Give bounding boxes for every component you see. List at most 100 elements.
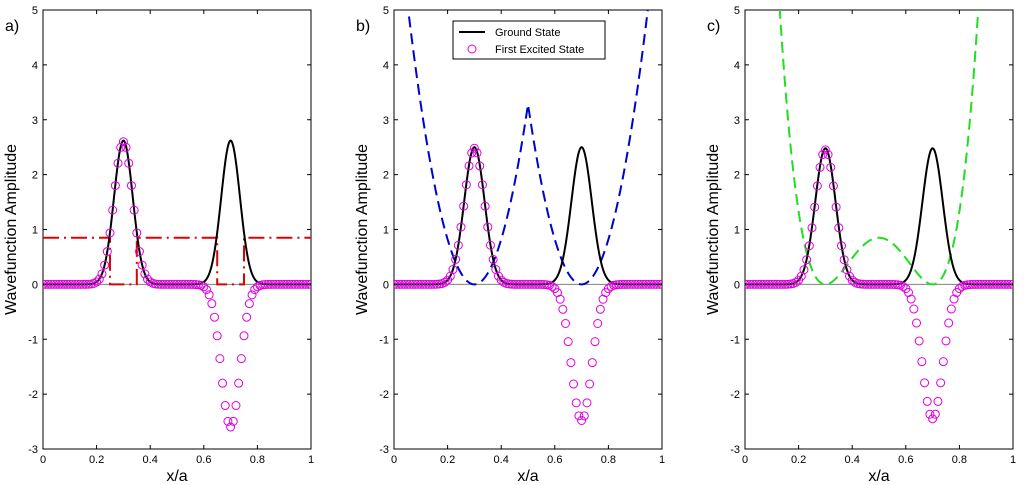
excited-state-marker	[92, 277, 102, 287]
ground-state-curve	[394, 146, 662, 286]
excited-state-marker	[585, 379, 595, 389]
legend: Ground State First Excited State	[452, 20, 606, 60]
y-tick-label: -2	[28, 389, 38, 401]
excited-state-marker	[1008, 279, 1013, 289]
excited-state-marker	[831, 202, 841, 212]
excited-state-marker	[456, 222, 466, 232]
y-tick-label: -1	[28, 334, 38, 346]
y-tick-label: 2	[383, 170, 389, 182]
plot-area	[745, 10, 1013, 424]
excited-state-marker	[802, 255, 812, 265]
excited-state-marker	[903, 288, 913, 298]
excited-state-marker	[118, 137, 128, 147]
excited-state-marker	[1005, 279, 1013, 289]
excited-state-marker	[807, 223, 817, 233]
excited-state-marker	[220, 401, 230, 411]
excited-state-marker	[464, 161, 474, 171]
x-tick-label: 0.8	[250, 454, 265, 466]
excited-state-marker	[105, 228, 115, 238]
excited-state-marker	[210, 312, 220, 322]
y-tick-label: 4	[383, 60, 389, 72]
x-tick-label: 0	[391, 454, 397, 466]
y-tick-label: 4	[734, 60, 740, 72]
panel-label: b)	[356, 18, 370, 35]
excited-state-marker	[459, 201, 469, 211]
excited-state-marker	[587, 358, 597, 368]
excited-state-marker	[100, 260, 110, 270]
potential-curve	[407, 10, 649, 286]
axes-frame	[42, 9, 312, 450]
excited-state-marker	[839, 255, 849, 265]
excited-state-marker	[134, 247, 144, 257]
excited-state-marker	[898, 281, 908, 291]
excited-state-marker	[555, 294, 565, 304]
excited-state-marker	[912, 318, 922, 328]
excited-state-marker	[906, 294, 916, 304]
x-tick-label: 0.2	[89, 454, 104, 466]
excited-state-marker	[201, 285, 211, 295]
excited-state-marker	[930, 409, 940, 419]
excited-state-marker	[132, 228, 142, 238]
axes-frame	[393, 9, 663, 450]
excited-state-marker	[448, 265, 458, 275]
legend-excited-marker	[467, 44, 477, 54]
excited-state-marker	[306, 279, 311, 289]
x-tick-label: 0.4	[845, 454, 860, 466]
panel-label: a)	[5, 18, 19, 35]
y-axis-label: Wavefunction Amplitude	[3, 144, 20, 315]
ground-state-curve	[745, 147, 1013, 286]
excited-state-marker	[791, 277, 801, 287]
plot-area	[394, 10, 662, 425]
excited-state-marker	[124, 158, 134, 168]
excited-state-marker	[558, 304, 568, 314]
excited-state-marker	[579, 411, 589, 421]
excited-state-marker	[590, 337, 600, 347]
excited-state-marker	[472, 148, 482, 158]
excited-state-marker	[223, 416, 233, 426]
y-tick-label: -3	[730, 444, 740, 456]
excited-state-marker	[652, 279, 662, 289]
excited-state-marker	[917, 357, 927, 367]
excited-state-marker	[234, 378, 244, 388]
excited-state-marker	[933, 396, 943, 406]
panel-label: c)	[707, 18, 720, 35]
excited-state-marker	[796, 271, 806, 281]
excited-state-marker	[191, 280, 201, 290]
excited-state-marker	[914, 336, 924, 346]
excited-state-marker	[842, 265, 852, 275]
excited-state-marker	[815, 162, 825, 172]
x-tick-label: 0.4	[143, 454, 158, 466]
excited-state-marker	[582, 398, 592, 408]
excited-state-marker	[113, 158, 123, 168]
y-tick-label: 3	[383, 115, 389, 127]
excited-state-marker	[577, 415, 587, 425]
excited-state-marker	[1003, 279, 1013, 289]
excited-state-marker	[928, 414, 938, 424]
x-tick-label: 0.2	[440, 454, 455, 466]
excited-state-marker	[488, 254, 498, 264]
y-tick-label: 3	[32, 115, 38, 127]
excited-state-marker	[828, 181, 838, 191]
potential-curve	[43, 236, 311, 286]
excited-state-marker	[483, 222, 493, 232]
excited-state-marker	[469, 143, 479, 153]
excited-state-marker	[453, 240, 463, 250]
excited-state-marker	[204, 290, 214, 300]
ground-state-curve	[43, 139, 311, 286]
excited-state-marker	[451, 254, 461, 264]
y-tick-label: -2	[379, 389, 389, 401]
legend-ground-label: Ground State	[495, 27, 560, 39]
y-tick-label: 5	[383, 5, 389, 17]
excited-state-marker	[137, 260, 147, 270]
excited-state-marker	[571, 398, 581, 408]
excited-state-marker	[440, 277, 450, 287]
excited-state-marker	[236, 354, 246, 364]
excited-state-marker	[810, 202, 820, 212]
excited-state-marker	[574, 411, 584, 421]
excited-state-marker	[922, 396, 932, 406]
excited-state-marker	[936, 378, 946, 388]
excited-state-marker	[593, 319, 603, 329]
x-tick-label: 0.6	[898, 454, 913, 466]
excited-state-marker	[212, 331, 222, 341]
